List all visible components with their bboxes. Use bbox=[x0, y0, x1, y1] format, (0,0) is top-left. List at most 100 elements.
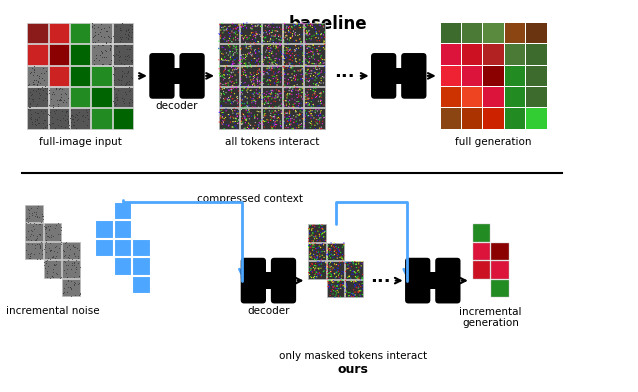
Point bbox=[311, 106, 321, 113]
Point bbox=[319, 254, 329, 261]
Point bbox=[298, 71, 308, 77]
Point bbox=[276, 49, 286, 55]
Point bbox=[228, 21, 238, 27]
Point bbox=[216, 55, 226, 62]
Point bbox=[301, 76, 311, 82]
Point bbox=[217, 107, 227, 113]
Point bbox=[52, 116, 63, 122]
Point bbox=[302, 28, 313, 34]
Point bbox=[316, 256, 327, 262]
Point bbox=[268, 76, 278, 82]
Point bbox=[270, 120, 280, 126]
Point bbox=[240, 113, 250, 119]
Point bbox=[271, 32, 281, 38]
Point bbox=[258, 58, 268, 65]
Point bbox=[318, 74, 329, 81]
Point bbox=[337, 271, 347, 277]
Point bbox=[297, 109, 308, 115]
Point bbox=[310, 270, 320, 277]
Point bbox=[313, 103, 323, 109]
Point bbox=[306, 36, 316, 43]
Point bbox=[312, 31, 322, 37]
Point bbox=[242, 113, 253, 119]
Point bbox=[286, 29, 296, 36]
Point bbox=[228, 52, 239, 58]
Bar bbox=[262, 66, 282, 86]
Point bbox=[293, 124, 304, 131]
Point bbox=[230, 98, 240, 104]
Point bbox=[285, 84, 295, 91]
Point bbox=[282, 95, 292, 101]
Point bbox=[66, 112, 77, 118]
Point bbox=[258, 121, 268, 127]
Point bbox=[243, 74, 253, 80]
Point bbox=[227, 61, 237, 67]
Point bbox=[315, 253, 325, 259]
Point bbox=[325, 273, 336, 279]
Point bbox=[225, 35, 235, 42]
Point bbox=[246, 77, 256, 83]
Point bbox=[309, 248, 319, 254]
Point bbox=[221, 80, 231, 87]
Point bbox=[231, 25, 241, 31]
Point bbox=[312, 254, 322, 261]
Point bbox=[285, 64, 295, 70]
Point bbox=[307, 255, 317, 261]
Point bbox=[275, 119, 285, 125]
Point bbox=[328, 284, 338, 290]
Point bbox=[295, 38, 306, 45]
Text: incremental
generation: incremental generation bbox=[459, 307, 522, 328]
Point bbox=[239, 125, 249, 131]
Bar bbox=[427, 272, 438, 289]
Point bbox=[301, 101, 311, 107]
Point bbox=[295, 104, 305, 111]
Point bbox=[246, 57, 256, 64]
Point bbox=[304, 31, 315, 38]
Point bbox=[108, 33, 118, 40]
Point bbox=[297, 42, 307, 49]
Point bbox=[265, 56, 275, 62]
Point bbox=[276, 75, 286, 81]
Point bbox=[98, 60, 108, 67]
Point bbox=[284, 97, 294, 103]
Point bbox=[249, 97, 260, 103]
Point bbox=[109, 76, 119, 83]
Point bbox=[296, 63, 306, 69]
Point bbox=[274, 97, 285, 103]
Point bbox=[242, 103, 252, 109]
Point bbox=[36, 69, 46, 76]
Point bbox=[253, 95, 263, 102]
Point bbox=[241, 34, 251, 41]
Point bbox=[272, 109, 282, 115]
Point bbox=[237, 73, 247, 79]
Point bbox=[287, 89, 297, 95]
Point bbox=[281, 98, 292, 104]
Point bbox=[127, 28, 137, 34]
Point bbox=[41, 230, 51, 236]
Point bbox=[215, 35, 225, 41]
Point bbox=[44, 112, 54, 118]
Point bbox=[57, 86, 67, 93]
Point bbox=[232, 94, 242, 100]
Point bbox=[40, 82, 50, 89]
Point bbox=[253, 122, 263, 128]
Bar bbox=[526, 23, 547, 43]
Point bbox=[246, 53, 256, 59]
Point bbox=[41, 97, 52, 103]
Point bbox=[333, 272, 343, 278]
Point bbox=[214, 46, 224, 52]
Point bbox=[214, 45, 224, 51]
Point bbox=[220, 81, 230, 87]
Point bbox=[105, 45, 115, 51]
Point bbox=[101, 28, 111, 34]
Point bbox=[53, 103, 63, 109]
Point bbox=[126, 57, 137, 63]
Point bbox=[329, 240, 339, 246]
Point bbox=[320, 266, 330, 272]
Point bbox=[274, 79, 284, 85]
Point bbox=[96, 25, 106, 32]
Point bbox=[314, 265, 324, 271]
Point bbox=[347, 268, 357, 274]
Point bbox=[354, 269, 364, 275]
Point bbox=[215, 84, 225, 91]
